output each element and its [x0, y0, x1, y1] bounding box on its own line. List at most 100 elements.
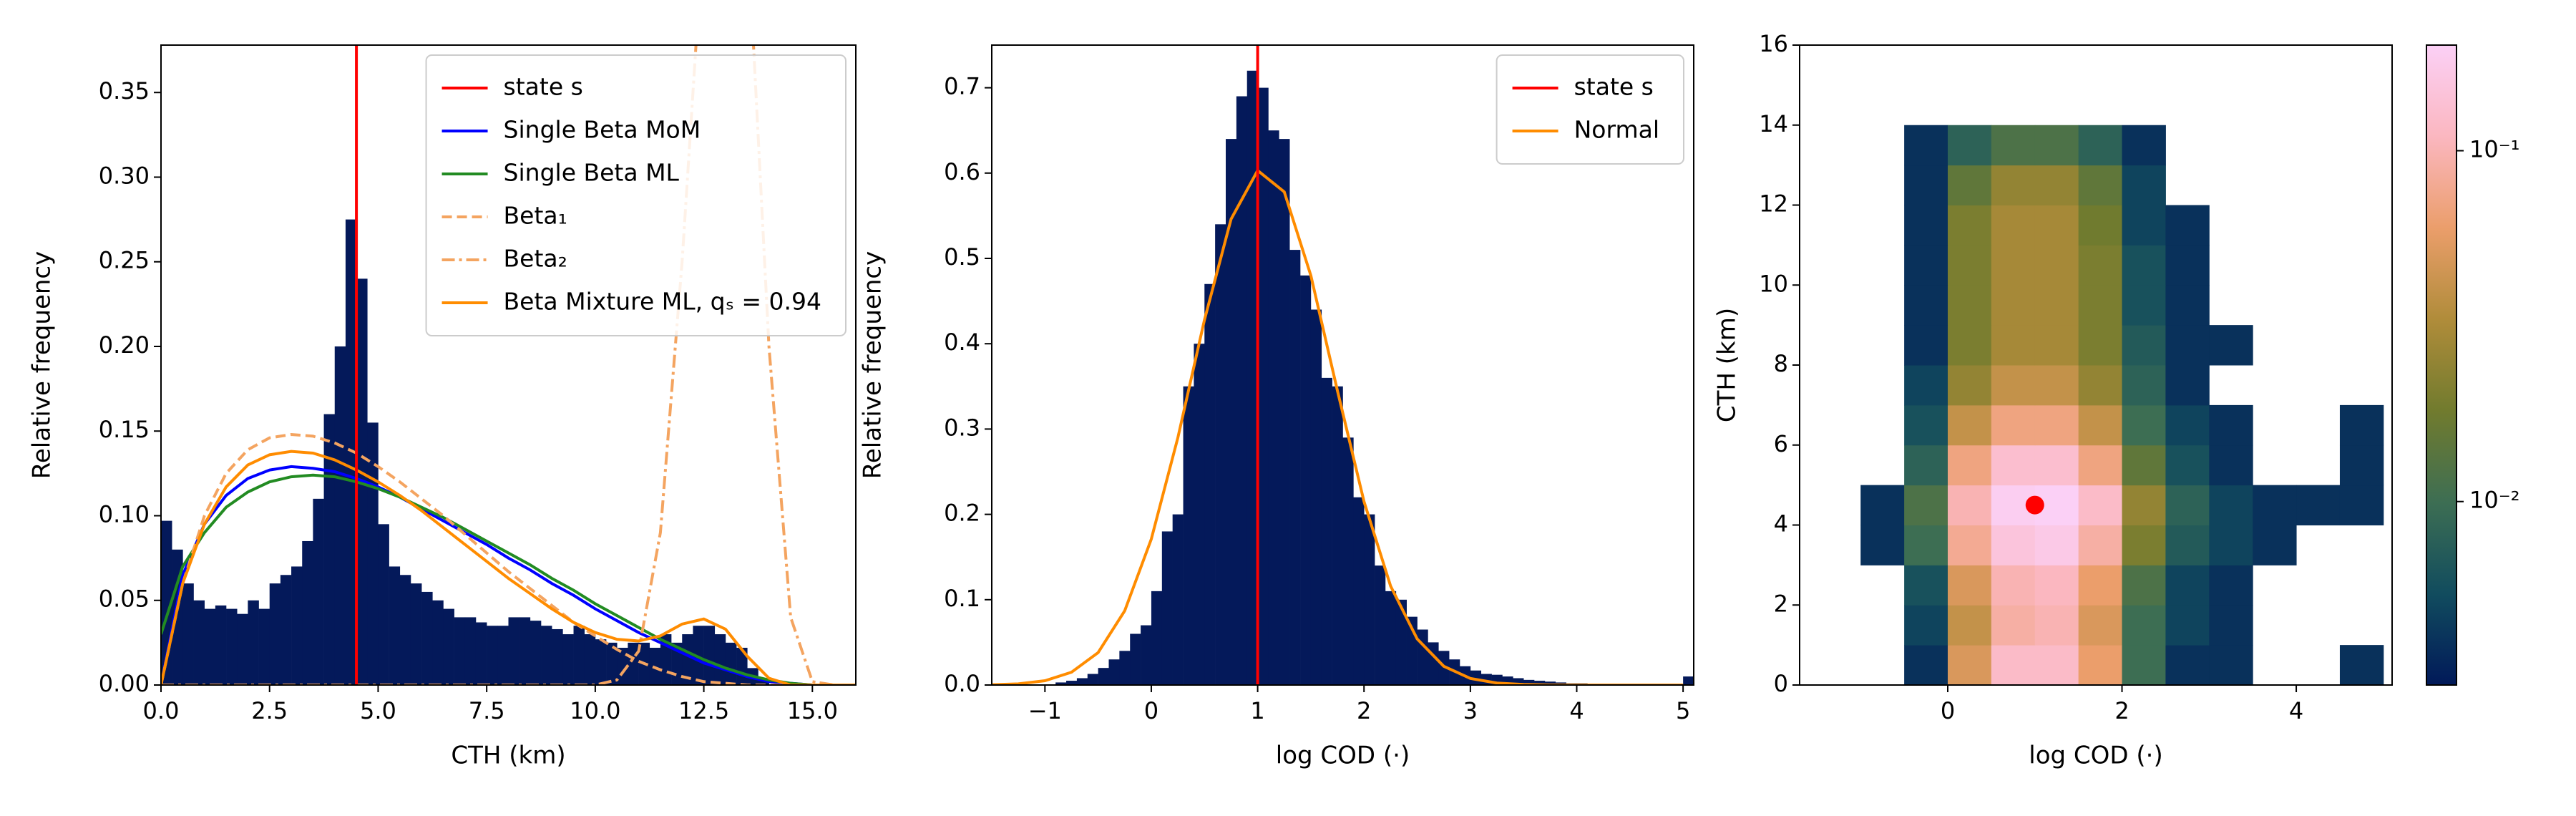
y-tick-label: 0.1: [944, 585, 980, 612]
bar: [334, 346, 346, 685]
bar: [617, 647, 628, 685]
y-tick-label: 0.10: [99, 500, 150, 528]
bar: [541, 626, 552, 685]
x-tick-label: 2: [2114, 697, 2129, 724]
heatmap-cell: [2122, 445, 2166, 486]
heatmap-cell: [2078, 245, 2123, 286]
bar: [193, 600, 205, 685]
bar: [519, 617, 531, 685]
y-tick-label: 0.4: [944, 329, 980, 356]
line: [161, 473, 856, 685]
heatmap-cell: [2165, 285, 2210, 326]
heatmap-cell: [2165, 445, 2210, 486]
heatmap-cell: [1904, 445, 1948, 486]
heatmap-cell: [2122, 125, 2166, 166]
bar: [573, 626, 585, 685]
legend-label: state s: [1574, 73, 1654, 101]
legend: state s Normal: [1496, 54, 1684, 165]
x-tick-label: 2.5: [251, 697, 288, 724]
y-axis-label: Relative frequency: [28, 251, 57, 479]
bar: [323, 414, 336, 685]
heatmap-cell: [2122, 245, 2166, 286]
legend-label: Beta₂: [504, 245, 567, 273]
colorbar: [2426, 44, 2457, 686]
bar: [1257, 87, 1269, 685]
y-axis-label: Relative frequency: [859, 251, 887, 479]
legend-box: [1496, 54, 1684, 165]
heatmap-cell: [2122, 325, 2166, 366]
heatmap-cell: [1904, 404, 1948, 446]
bar: [1310, 309, 1322, 685]
heatmap-cell: [2078, 605, 2123, 646]
heatmap-cell: [2122, 565, 2166, 606]
line: [161, 432, 856, 685]
heatmap-cell: [2339, 485, 2384, 525]
heatmap-cell: [1948, 525, 1992, 565]
heatmap-cell: [2209, 445, 2253, 486]
bar: [1544, 681, 1556, 685]
bar: [562, 634, 574, 685]
x-tick-label: 5.0: [360, 697, 396, 724]
heatmap-cell: [2078, 445, 2123, 486]
bar: [1342, 437, 1354, 685]
heatmap-cell: [2034, 525, 2079, 565]
heatmap-cell: [1948, 205, 1992, 246]
heatmap-cell: [2122, 404, 2166, 446]
heatmap-cell: [2209, 404, 2253, 446]
x-tick-label: 3: [1463, 697, 1478, 724]
heatmap-cell: [2034, 245, 2079, 286]
bar: [1683, 676, 1694, 685]
x-tick-label: 4: [1569, 697, 1584, 724]
heatmap-cell: [2122, 525, 2166, 565]
bar: [1289, 250, 1301, 685]
heatmap-cell: [1904, 565, 1948, 606]
heatmap-cell: [1948, 605, 1992, 646]
legend-label: Beta₁: [504, 202, 567, 230]
y-tick-label: 0.00: [99, 670, 150, 697]
heatmap-cell: [2078, 165, 2123, 205]
bar: [703, 626, 716, 685]
bar: [1119, 651, 1131, 685]
bar: [1353, 497, 1365, 685]
bar: [248, 600, 259, 685]
heatmap-cell: [2209, 325, 2253, 366]
bar: [302, 540, 313, 685]
legend: state s Single Beta MoM Single Beta ML Beta…: [425, 54, 847, 336]
heatmap-cell: [2209, 645, 2253, 686]
bar: [1226, 139, 1237, 685]
heatmap-cell: [2339, 404, 2384, 446]
heatmap-cell: [1991, 245, 2036, 286]
heatmap-cell: [1904, 165, 1948, 205]
heatmap-cell: [2296, 485, 2341, 525]
bar: [1375, 565, 1386, 685]
bar: [1236, 96, 1248, 685]
x-tick-label: −1: [1028, 697, 1062, 724]
bar: [269, 583, 281, 685]
heatmap-cell: [1904, 485, 1948, 525]
bar: [584, 634, 596, 685]
heatmap-cell: [1904, 365, 1948, 406]
heatmap-cell: [2034, 285, 2079, 326]
heatmap-cell: [2078, 325, 2123, 366]
bar: [1385, 591, 1397, 685]
heatmap-cell: [2078, 365, 2123, 406]
heatmap-cell: [1904, 645, 1948, 686]
heatmap-cell: [2034, 125, 2079, 166]
heatmap-cell: [1948, 365, 1992, 406]
heatmap-cell: [1991, 445, 2036, 486]
heatmap-cell: [1991, 285, 2036, 326]
bar: [628, 642, 639, 685]
y-axis-label: CTH (km): [1713, 308, 1742, 422]
bar: [1194, 344, 1205, 685]
y-tick-label: 0.6: [944, 158, 980, 185]
heatmap-cell: [1948, 285, 1992, 326]
y-tick-label: 0.15: [99, 416, 150, 443]
heatmap-cell: [2209, 605, 2253, 646]
y-tick-label: 0.35: [99, 77, 150, 105]
heatmap-cell: [2034, 565, 2079, 606]
heatmap-cell: [2253, 525, 2297, 565]
bar: [1534, 681, 1546, 685]
heatmap-cell: [1948, 125, 1992, 166]
